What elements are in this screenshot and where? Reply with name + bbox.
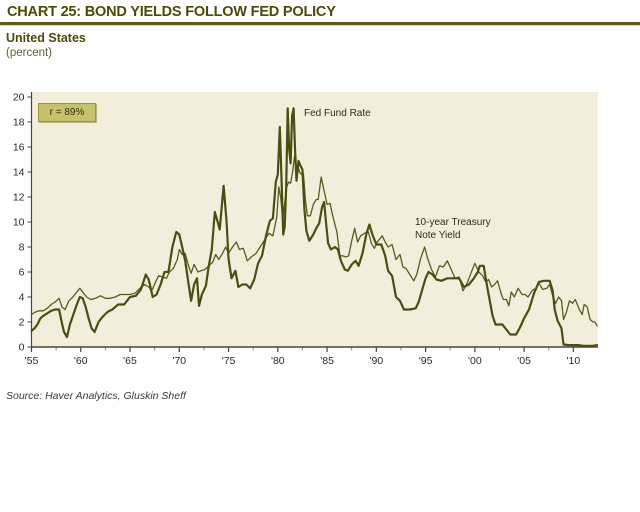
chart-area: 0 2 4 6 8 10 12 14 16 18 20 '55 '60 '65 '70 '75 '80 '85 '9… — [0, 85, 640, 390]
y-tick-label: 20 — [13, 92, 25, 104]
x-tick-label: '70 — [172, 355, 186, 367]
y-tick-label: 12 — [13, 192, 25, 204]
y-tick-label: 14 — [13, 167, 25, 179]
plot-background — [31, 92, 598, 347]
correlation-badge: r = 89% — [38, 103, 96, 122]
x-tick-label: '65 — [123, 355, 137, 367]
source-note: Source: Haver Analytics, Gluskin Sheff — [6, 390, 186, 402]
x-tick-label: '05 — [517, 355, 531, 367]
y-tick-label: 4 — [19, 292, 25, 304]
x-tick-label: '90 — [369, 355, 383, 367]
y-tick-label: 0 — [19, 342, 25, 354]
unit-label: (percent) — [6, 47, 53, 59]
x-tick-label: '00 — [468, 355, 482, 367]
yield-chart-svg: 0 2 4 6 8 10 12 14 16 18 20 '55 '60 '65 '70 '75 '80 '85 '9… — [13, 92, 599, 367]
x-tick-label: '95 — [419, 355, 433, 367]
x-tick-label: '80 — [271, 355, 285, 367]
title-separator-light — [0, 25, 640, 26]
y-tick-label: 2 — [19, 317, 25, 329]
y-tick-label: 18 — [13, 117, 25, 129]
x-tick-label: '55 — [25, 355, 39, 367]
treasury-annotation-line2: Note Yield — [415, 230, 461, 241]
title-separator-dark — [0, 22, 640, 25]
treasury-annotation: 10-year Treasury Note Yield — [415, 216, 491, 242]
chart-title: CHART 25: BOND YIELDS FOLLOW FED POLICY — [7, 4, 336, 20]
x-tick-label: '75 — [222, 355, 236, 367]
fed-funds-line — [30, 107, 599, 347]
y-tick-label: 6 — [19, 267, 25, 279]
region-subtitle: United States — [6, 31, 86, 45]
fed-funds-annotation: Fed Fund Rate — [304, 108, 371, 119]
treasury-annotation-line1: 10-year Treasury — [415, 217, 491, 228]
x-tick-label: '85 — [320, 355, 334, 367]
y-tick-label: 8 — [19, 242, 25, 254]
x-tick-label: '60 — [74, 355, 88, 367]
treasury-yield-line — [30, 155, 598, 327]
y-tick-label: 10 — [13, 217, 25, 229]
y-tick-label: 16 — [13, 142, 25, 154]
x-tick-label: '10 — [567, 355, 581, 367]
